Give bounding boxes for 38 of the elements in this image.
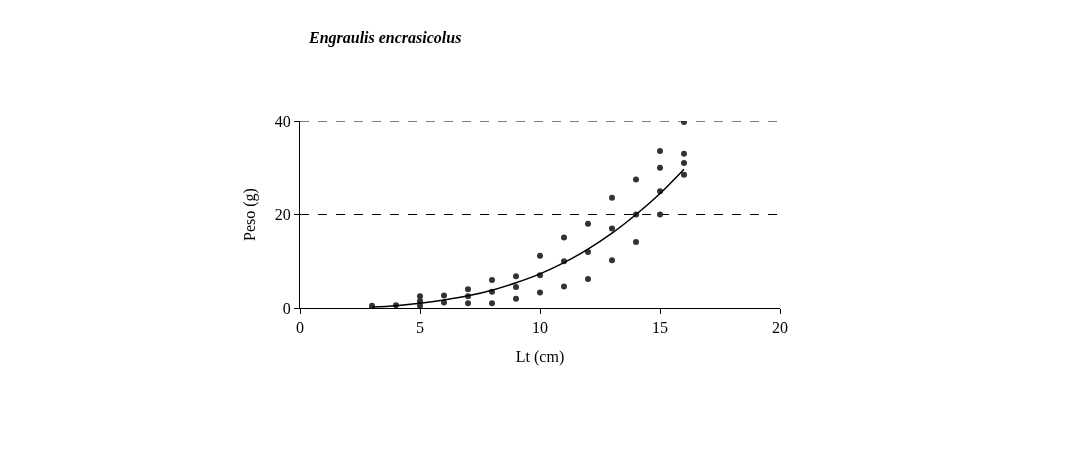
point	[657, 211, 663, 218]
point	[585, 220, 591, 227]
point	[417, 293, 423, 300]
chart-title: Engraulis encrasicolus	[307, 29, 462, 48]
point	[489, 300, 495, 307]
x-tick-label: 20	[772, 319, 788, 337]
point	[681, 171, 687, 178]
point	[585, 276, 591, 283]
x-tick-label: 5	[416, 319, 424, 337]
point	[633, 239, 639, 246]
point	[465, 286, 471, 293]
point	[513, 283, 519, 290]
y-tick-label: 0	[282, 299, 291, 317]
point	[657, 147, 663, 154]
point	[513, 295, 519, 302]
point	[609, 225, 615, 232]
point	[489, 276, 495, 283]
y-tick-label: 20	[274, 206, 291, 224]
point	[633, 176, 639, 183]
point	[537, 252, 543, 259]
point	[681, 160, 687, 167]
y-axis-title: Peso (g)	[240, 188, 259, 241]
point	[681, 150, 687, 157]
point	[465, 300, 471, 307]
y-tick-label: 40	[274, 112, 291, 130]
point	[513, 273, 519, 280]
point	[609, 194, 615, 201]
point	[681, 121, 687, 125]
x-tick-label: 10	[532, 319, 548, 337]
point	[561, 283, 567, 290]
x-tick-label: 15	[652, 319, 668, 337]
point	[561, 234, 567, 241]
x-axis-title: Lt (cm)	[515, 347, 565, 366]
point	[609, 257, 615, 264]
point	[657, 164, 663, 171]
x-tick-label: 0	[296, 319, 304, 337]
point	[537, 289, 543, 296]
point	[441, 292, 447, 299]
